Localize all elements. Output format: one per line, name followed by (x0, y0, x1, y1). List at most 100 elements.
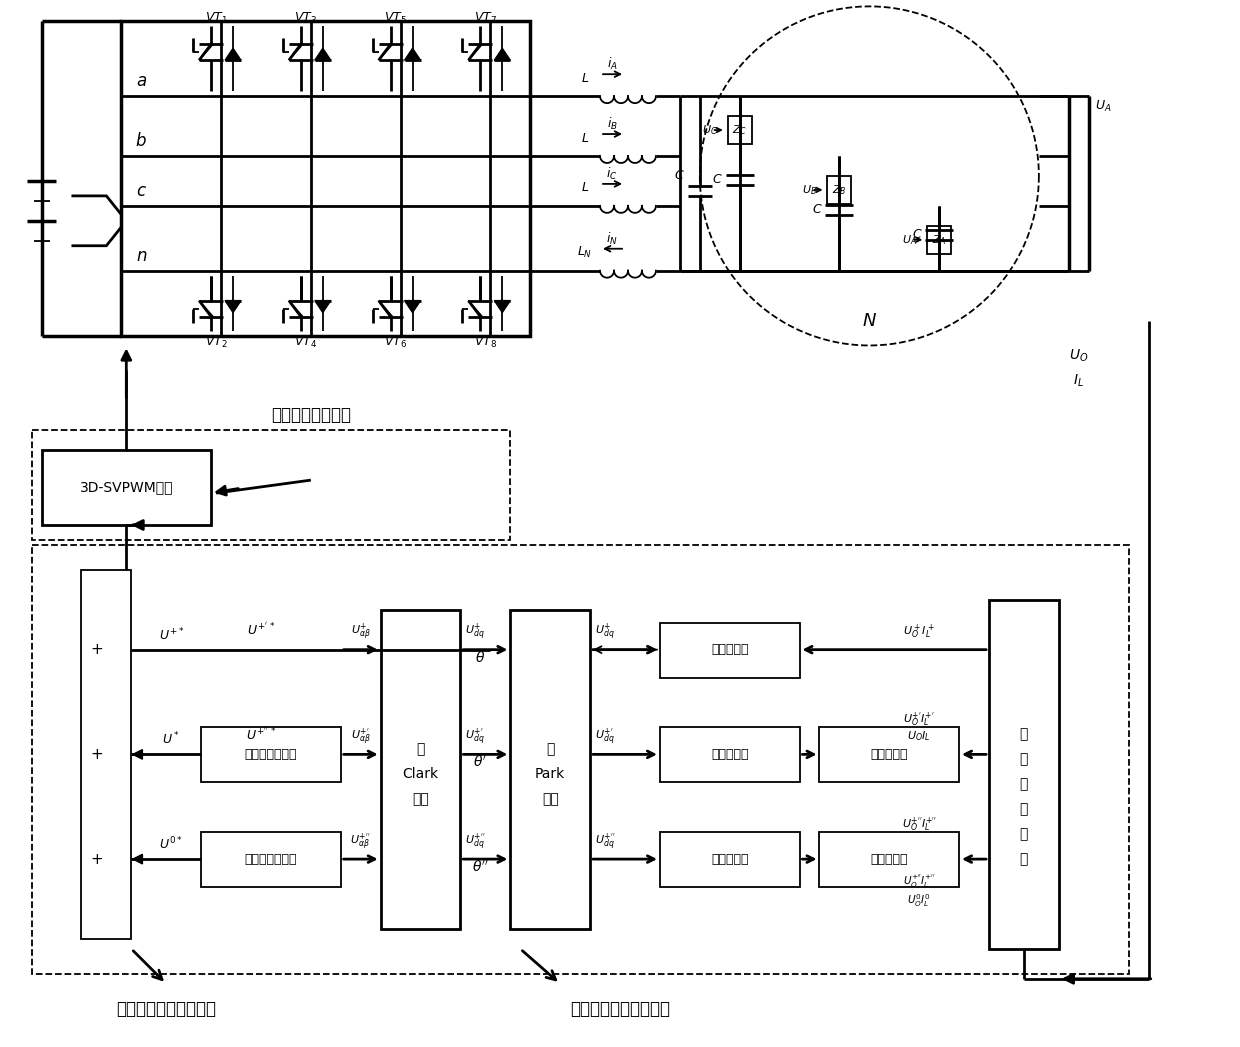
Text: 直流参考电压计算模块: 直流参考电压计算模块 (570, 1000, 670, 1018)
Text: $VT_1$: $VT_1$ (205, 10, 227, 26)
Text: $i_N$: $i_N$ (606, 230, 618, 247)
Text: $U^{0*}$: $U^{0*}$ (160, 836, 184, 852)
Text: $U^{+*}$: $U^{+*}$ (159, 626, 184, 643)
Text: $VT_5$: $VT_5$ (384, 10, 407, 26)
Text: 离: 离 (1019, 802, 1028, 817)
Bar (660, 728, 800, 782)
Text: $U^{+'}_{O} I^{+'}_L$: $U^{+'}_{O} I^{+'}_L$ (904, 711, 935, 728)
Polygon shape (200, 300, 213, 316)
Polygon shape (378, 300, 393, 316)
Text: $N$: $N$ (862, 312, 877, 330)
Text: $U^+_O I^+_L$: $U^+_O I^+_L$ (903, 623, 935, 641)
Text: 变换: 变换 (542, 793, 558, 806)
Text: $U_B$: $U_B$ (802, 183, 817, 197)
Bar (31, 544, 1128, 974)
Text: $C$: $C$ (713, 174, 723, 186)
Text: $i_A$: $i_A$ (606, 57, 618, 72)
Text: $U^{+''}_{O} I^{+''}_L$: $U^{+''}_{O} I^{+''}_L$ (901, 816, 936, 832)
Text: 变换: 变换 (412, 793, 429, 806)
Text: $i_C$: $i_C$ (606, 165, 618, 182)
Bar (660, 832, 800, 887)
Text: +: + (91, 642, 103, 658)
Text: $U^0_O I^0_L$: $U^0_O I^0_L$ (908, 893, 931, 910)
Text: Park: Park (536, 767, 565, 781)
Text: $VT_3$: $VT_3$ (294, 10, 317, 26)
Text: 正序控制器: 正序控制器 (711, 748, 749, 761)
Text: 块: 块 (1019, 852, 1028, 866)
Text: $Z_C$: $Z_C$ (732, 124, 748, 137)
Text: $Z_B$: $Z_B$ (832, 183, 847, 197)
Text: $U^{+''}_{O} I^{+''}_L$: $U^{+''}_{O} I^{+''}_L$ (903, 872, 935, 890)
Text: $U_A$: $U_A$ (1095, 98, 1112, 114)
Bar (82, 570, 131, 939)
Polygon shape (469, 300, 482, 316)
Text: $U^{+'}_{dq}$: $U^{+'}_{dq}$ (595, 727, 615, 747)
Text: 零坐标变换: 零坐标变换 (870, 852, 908, 866)
Bar (31, 430, 511, 540)
Text: 瞬时参考电压计算模块: 瞬时参考电压计算模块 (117, 1000, 216, 1018)
Text: $\theta''$: $\theta''$ (472, 860, 489, 874)
Text: 脉冲信号产生模块: 脉冲信号产生模块 (270, 406, 351, 424)
Text: $VT_4$: $VT_4$ (294, 335, 317, 350)
Bar (928, 226, 951, 253)
Bar (990, 600, 1059, 949)
Polygon shape (469, 44, 482, 61)
Text: $U^{+'}_{dq}$: $U^{+'}_{dq}$ (465, 727, 485, 747)
Text: $U^{+}_{dq}$: $U^{+}_{dq}$ (465, 621, 485, 642)
Text: 序: 序 (1019, 753, 1028, 766)
Text: $\theta$: $\theta$ (475, 650, 486, 665)
Polygon shape (495, 48, 511, 61)
Text: 相: 相 (1019, 728, 1028, 741)
Polygon shape (289, 44, 303, 61)
Text: $U^{+''\,*}$: $U^{+''\,*}$ (246, 727, 277, 742)
Text: $C$: $C$ (812, 203, 823, 217)
Text: $Z_A$: $Z_A$ (931, 232, 946, 247)
Text: 反: 反 (417, 742, 425, 756)
Polygon shape (495, 300, 511, 313)
Text: $VT_8$: $VT_8$ (474, 335, 497, 350)
Bar (820, 728, 959, 782)
Bar (511, 609, 590, 929)
Bar (201, 832, 341, 887)
Polygon shape (289, 300, 303, 316)
Text: 模: 模 (1019, 827, 1028, 841)
Text: $L$: $L$ (582, 132, 589, 144)
Text: $U^{+'}_{\alpha\beta}$: $U^{+'}_{\alpha\beta}$ (351, 727, 371, 747)
Text: $c$: $c$ (136, 182, 146, 200)
Text: 正序控制器: 正序控制器 (711, 852, 749, 866)
Polygon shape (315, 48, 331, 61)
Text: $U^{+''}_{dq}$: $U^{+''}_{dq}$ (595, 831, 615, 851)
Polygon shape (404, 48, 420, 61)
Text: $b$: $b$ (135, 132, 148, 150)
Text: $U^{+}_{dq}$: $U^{+}_{dq}$ (595, 621, 615, 642)
Text: $L_N$: $L_N$ (578, 245, 593, 261)
Text: $U_A$: $U_A$ (901, 232, 916, 247)
Text: $U_C$: $U_C$ (702, 124, 718, 137)
Text: $U^{+}_{\alpha\beta}$: $U^{+}_{\alpha\beta}$ (351, 621, 371, 642)
Text: 零序坐标反变换: 零序坐标反变换 (244, 852, 298, 866)
Text: $VT_6$: $VT_6$ (384, 335, 407, 350)
Text: $U_O$: $U_O$ (1069, 348, 1089, 363)
Bar (381, 609, 460, 929)
Text: 负坐标变换: 负坐标变换 (870, 748, 908, 761)
Bar (827, 176, 852, 204)
Text: $n$: $n$ (135, 247, 148, 265)
Text: +: + (91, 747, 103, 762)
Bar (201, 728, 341, 782)
Text: $I_L$: $I_L$ (1074, 372, 1084, 388)
Text: $U^{+''}_{dq}$: $U^{+''}_{dq}$ (465, 831, 486, 851)
Polygon shape (224, 300, 241, 313)
Bar (122, 21, 531, 335)
Text: $C$: $C$ (911, 228, 923, 241)
Polygon shape (200, 44, 213, 61)
Polygon shape (378, 44, 393, 61)
Text: +: + (91, 851, 103, 867)
Text: $C$: $C$ (675, 170, 686, 182)
Text: $\theta'$: $\theta'$ (474, 755, 487, 770)
Text: 分: 分 (1019, 777, 1028, 792)
Bar (728, 116, 751, 144)
Text: $L$: $L$ (582, 71, 589, 85)
Text: 负序坐标反变换: 负序坐标反变换 (244, 748, 298, 761)
Text: Clark: Clark (403, 767, 439, 781)
Text: 3D-SVPWM控制: 3D-SVPWM控制 (79, 481, 174, 494)
